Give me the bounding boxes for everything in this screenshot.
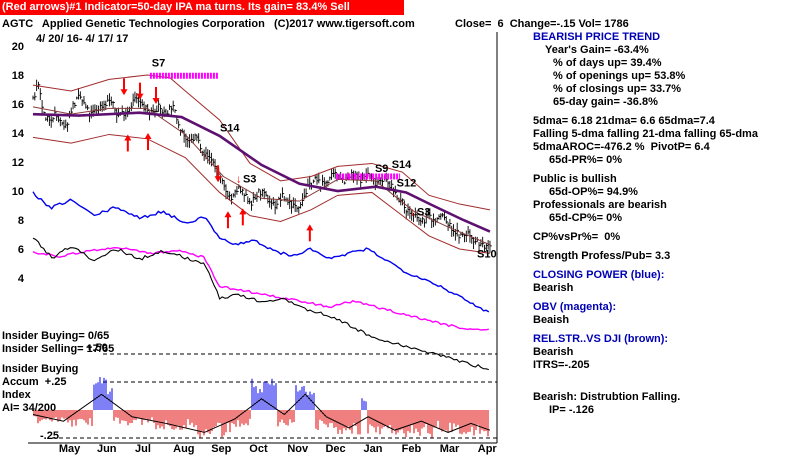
strength-ratio: Strength Profess/Pub= 3.3	[533, 250, 671, 262]
relstr-status: Bearish	[533, 346, 574, 358]
svg-text:Jul: Jul	[135, 443, 151, 455]
pct-days-up: % of days up= 39.4%	[553, 57, 662, 69]
svg-text:Dec: Dec	[325, 443, 345, 455]
obv-status: Beaish	[533, 314, 570, 326]
trend-heading: BEARISH PRICE TREND	[533, 31, 661, 43]
svg-text:8: 8	[18, 215, 24, 227]
ip-value: IP= -.126	[549, 404, 594, 416]
svg-text:S14: S14	[220, 123, 240, 135]
svg-text:Nov: Nov	[287, 443, 309, 455]
pct-openings-up: % of openings up= 53.8%	[553, 70, 686, 82]
svg-text:Jun: Jun	[97, 443, 117, 455]
svg-text:14: 14	[12, 128, 25, 140]
svg-text:S14: S14	[392, 159, 412, 171]
insider-buying-count: Insider Buying= 0/65	[2, 330, 110, 342]
svg-text:Sep: Sep	[211, 443, 231, 455]
svg-text:S10: S10	[477, 249, 497, 261]
svg-text:S7: S7	[152, 57, 165, 69]
stats-panel: BEARISH PRICE TREND Year's Gain= -63.4% …	[533, 31, 799, 417]
ai-ratio-label: AI= 34/200	[2, 402, 57, 414]
svg-text:10: 10	[12, 186, 24, 198]
obv-heading: OBV (magenta):	[533, 301, 617, 313]
minus25-level-label: -.25	[40, 430, 59, 442]
accum-plus25-label: Accum +.25	[2, 376, 67, 388]
svg-text:16: 16	[12, 99, 24, 111]
closing-power-heading: CLOSING POWER (blue):	[533, 269, 665, 281]
insider-selling-count: Insider Selling= 17/65	[2, 343, 115, 355]
svg-text:Apr: Apr	[478, 443, 498, 455]
dma-values: 5dma= 6.18 21dma= 6.6 65dma=7.4	[533, 115, 715, 127]
relstr-heading: REL.STR..VS DJI (brown):	[533, 333, 669, 345]
ticker-title: AGTC Applied Genetic Technologies Corpor…	[2, 18, 415, 30]
svg-text:S3: S3	[417, 207, 430, 219]
gain-65day: 65-day gain= -36.8%	[553, 96, 658, 108]
itrs-value: ITRS=-.205	[533, 359, 590, 371]
op-65d: 65d-OP%= 94.9%	[549, 186, 638, 198]
plus50-level-label: +.50	[86, 342, 108, 354]
public-sentiment: Public is bullish	[533, 173, 617, 185]
cp-vs-pr: CP%vsPr%= 0%	[533, 231, 621, 243]
pr-65d: 65d-PR%= 0%	[549, 154, 623, 166]
svg-text:20: 20	[12, 41, 24, 53]
svg-text:↓: ↓	[410, 207, 416, 219]
svg-text:Jan: Jan	[364, 443, 383, 455]
svg-text:S12: S12	[397, 178, 417, 190]
svg-text:↓: ↓	[236, 173, 242, 185]
distribution-note: Bearish: Distrubtion Falling.	[533, 391, 681, 403]
svg-text:S3: S3	[243, 173, 256, 185]
svg-text:12: 12	[12, 157, 24, 169]
svg-text:Feb: Feb	[402, 443, 422, 455]
cp-65d: 65d-CP%= 0%	[549, 212, 623, 224]
svg-text:Oct: Oct	[249, 443, 268, 455]
svg-text:Aug: Aug	[173, 443, 194, 455]
date-range-label: 4/ 20/ 16- 4/ 17/ 17	[36, 33, 129, 45]
index-label: Index	[2, 389, 31, 401]
svg-text:S9: S9	[375, 163, 388, 175]
closing-power-status: Bearish	[533, 282, 574, 294]
quote-summary: Close= 6 Change=-.15 Vol= 1786	[455, 18, 629, 30]
indicator-alert-banner: (Red arrows)#1 Indicator=50-day IPA ma t…	[0, 0, 404, 15]
svg-text:4: 4	[18, 273, 25, 285]
svg-text:6: 6	[18, 244, 24, 256]
dma-trend: Falling 5-dma falling 21-dma falling 65-…	[533, 128, 758, 140]
professional-sentiment: Professionals are bearish	[533, 199, 667, 211]
svg-text:18: 18	[12, 70, 24, 82]
svg-text:May: May	[59, 443, 81, 455]
pct-closings-up: % of closings up= 33.7%	[553, 83, 682, 95]
years-gain: Year's Gain= -63.4%	[545, 44, 649, 56]
svg-text:Mar: Mar	[440, 443, 460, 455]
aroc-pivot: 5dmaAROC=-476.2 % PivotP= 6.4	[533, 141, 710, 153]
insider-buying-label: Insider Buying	[2, 363, 79, 375]
